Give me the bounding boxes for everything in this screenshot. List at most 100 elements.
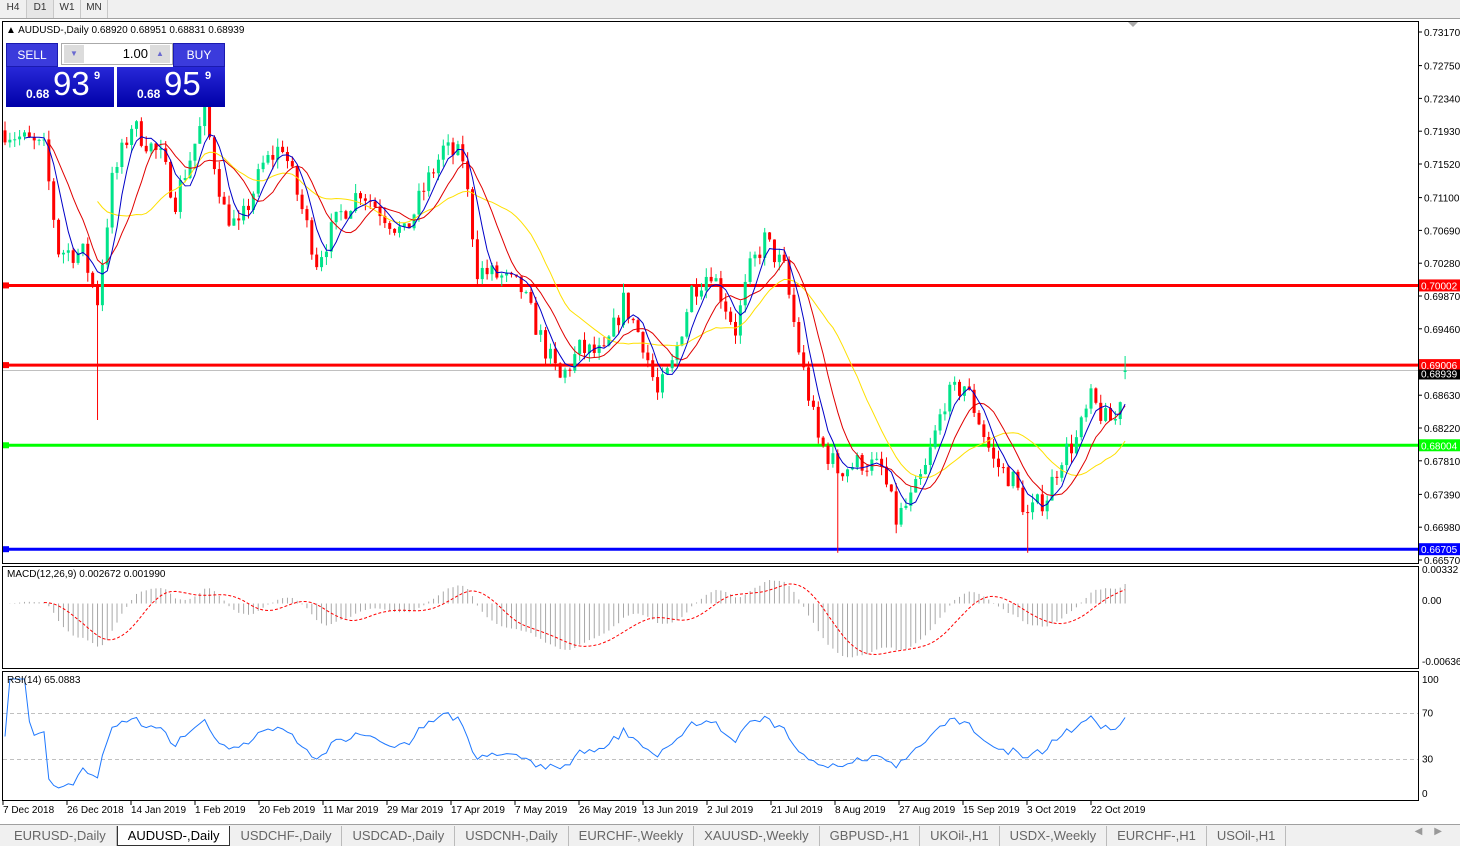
candle-body bbox=[709, 276, 713, 282]
candle-body bbox=[646, 352, 650, 361]
candle-body bbox=[227, 204, 231, 226]
chart-shift-icon bbox=[1128, 22, 1138, 27]
candle-body bbox=[758, 254, 762, 258]
candle-body bbox=[1094, 388, 1098, 403]
symbol-tab[interactable]: USOil-,H1 bbox=[1207, 826, 1287, 846]
symbol-tab[interactable]: USDX-,Weekly bbox=[1000, 826, 1108, 846]
increase-lot-icon[interactable]: ▲ bbox=[150, 45, 170, 63]
candle-body bbox=[568, 369, 572, 371]
lot-size-input[interactable]: ▼ 1.00 ▲ bbox=[61, 43, 173, 65]
candle-body bbox=[933, 430, 937, 448]
candle-body bbox=[787, 260, 791, 295]
candle-body bbox=[792, 294, 796, 323]
date-axis-label: 26 Dec 2018 bbox=[67, 805, 124, 816]
candle-body bbox=[923, 464, 927, 475]
candle-body bbox=[475, 239, 479, 280]
date-axis-label: 3 Oct 2019 bbox=[1027, 805, 1076, 816]
bid-price-tag bbox=[1419, 369, 1460, 380]
candle-body bbox=[378, 207, 382, 217]
candle-body bbox=[729, 311, 733, 322]
candle-body bbox=[315, 254, 319, 268]
candle-body bbox=[1113, 418, 1117, 421]
symbol-tab-active[interactable]: AUDUSD-,Daily bbox=[116, 826, 231, 846]
candle-body bbox=[665, 368, 669, 375]
date-axis-label: 20 Feb 2019 bbox=[259, 805, 316, 816]
candle-body bbox=[407, 223, 411, 229]
candle-body bbox=[81, 243, 85, 253]
candle-body bbox=[3, 130, 7, 143]
macd-signal-line bbox=[43, 583, 1126, 656]
symbol-tab[interactable]: XAUUSD-,Weekly bbox=[694, 826, 820, 846]
symbol-tab[interactable]: EURUSD-,Daily bbox=[4, 826, 117, 846]
candle-body bbox=[139, 121, 143, 146]
candle-body bbox=[797, 322, 801, 353]
candle-body bbox=[768, 232, 772, 240]
candle-body bbox=[660, 374, 664, 393]
decrease-lot-icon[interactable]: ▼ bbox=[64, 45, 84, 63]
buy-button[interactable]: BUY bbox=[173, 43, 225, 67]
price-axis-label: 0.69870 bbox=[1424, 292, 1460, 303]
tab-scroll-arrows[interactable]: ◀▶ bbox=[1414, 826, 1454, 837]
sell-button[interactable]: SELL bbox=[6, 43, 58, 67]
candle-body bbox=[290, 161, 294, 167]
candle-body bbox=[57, 219, 61, 255]
candle-body bbox=[120, 142, 124, 168]
collapse-triangle-icon[interactable]: ▲ bbox=[6, 25, 16, 36]
candle-body bbox=[188, 160, 192, 179]
candle-body bbox=[402, 223, 406, 227]
candle-body bbox=[208, 105, 212, 138]
candle-body bbox=[1118, 402, 1122, 419]
candle-body bbox=[1079, 417, 1083, 438]
timeframe-w1[interactable]: W1 bbox=[54, 0, 81, 18]
level-handle bbox=[3, 442, 9, 449]
symbol-tab[interactable]: USDCAD-,Daily bbox=[342, 826, 456, 846]
buy-price[interactable]: 0.68 95 9 bbox=[117, 65, 225, 107]
candle-body bbox=[66, 250, 70, 253]
candle-body bbox=[1084, 408, 1088, 418]
sell-price[interactable]: 0.68 93 9 bbox=[6, 65, 114, 107]
price-chart[interactable]: 0.70002 0.69006 0.68004 0.66705 0.73170 0.727… bbox=[0, 0, 1460, 824]
rsi-line bbox=[4, 678, 1126, 789]
level-price-label: 0.69006 bbox=[1421, 361, 1458, 372]
timeframe-d1[interactable]: D1 bbox=[27, 0, 54, 18]
candle-body bbox=[948, 384, 952, 412]
level-handle bbox=[3, 362, 9, 369]
candle-body bbox=[695, 286, 699, 297]
candle-body bbox=[500, 275, 504, 278]
candle-body bbox=[763, 232, 767, 258]
price-axis-label: 0.68220 bbox=[1424, 424, 1460, 435]
symbol-tab[interactable]: EURCHF-,Weekly bbox=[569, 826, 695, 846]
rsi-axis-label: 0 bbox=[1422, 789, 1428, 800]
bid-price-label: 0.68939 bbox=[1421, 369, 1458, 380]
candle-body bbox=[417, 190, 421, 215]
candle-body bbox=[1089, 388, 1093, 409]
symbol-tab[interactable]: USDCHF-,Daily bbox=[230, 826, 343, 846]
candle-body bbox=[261, 162, 265, 170]
candle-body bbox=[1021, 487, 1025, 513]
candle-body bbox=[339, 211, 343, 213]
timeframe-mn[interactable]: MN bbox=[81, 0, 108, 18]
one-click-trading-panel: SELL ▼ 1.00 ▲ BUY 0.68 93 9 0.68 95 9 bbox=[6, 42, 225, 107]
candle-body bbox=[285, 152, 289, 162]
level-price-tag bbox=[1419, 279, 1460, 292]
symbol-tab[interactable]: GBPUSD-,H1 bbox=[820, 826, 921, 846]
candle-body bbox=[18, 136, 22, 140]
price-axis-label: 0.69460 bbox=[1424, 325, 1460, 336]
symbol-tab[interactable]: UKOil-,H1 bbox=[920, 826, 1000, 846]
candle-body bbox=[836, 453, 840, 474]
symbol-tab[interactable]: USDCNH-,Daily bbox=[455, 826, 569, 846]
candle-body bbox=[846, 469, 850, 477]
candle-body bbox=[276, 146, 280, 160]
price-axis-label: 0.71930 bbox=[1424, 127, 1460, 138]
candle-body bbox=[1026, 512, 1030, 514]
timeframe-h4[interactable]: H4 bbox=[0, 0, 27, 18]
candle-body bbox=[27, 132, 31, 138]
symbol-tab[interactable]: EURCHF-,H1 bbox=[1107, 826, 1207, 846]
lot-size-value[interactable]: 1.00 bbox=[122, 46, 148, 61]
candle-body bbox=[724, 301, 728, 312]
candle-body bbox=[446, 142, 450, 146]
price-axis-label: 0.71100 bbox=[1424, 194, 1460, 205]
candle-body bbox=[631, 318, 635, 321]
candle-body bbox=[344, 211, 348, 219]
